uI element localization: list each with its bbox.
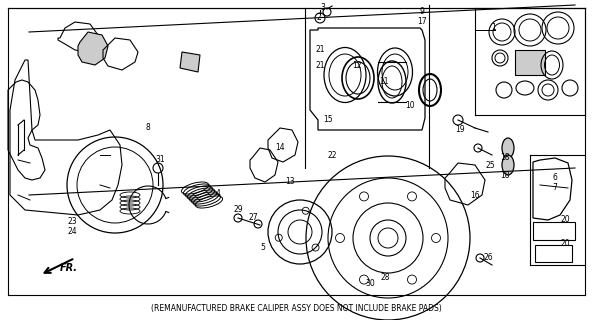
Text: 26: 26	[483, 253, 493, 262]
Text: 13: 13	[285, 178, 295, 187]
Text: 27: 27	[248, 213, 258, 222]
Text: 3: 3	[321, 4, 326, 12]
Text: 29: 29	[233, 205, 243, 214]
Text: 21: 21	[315, 45, 325, 54]
Text: 12: 12	[352, 60, 362, 69]
Text: FR.: FR.	[60, 263, 78, 273]
Text: 18: 18	[500, 171, 510, 180]
Text: 14: 14	[275, 143, 285, 153]
Text: 20: 20	[560, 215, 570, 225]
Text: 9: 9	[420, 7, 425, 17]
Text: 8: 8	[146, 124, 151, 132]
Ellipse shape	[502, 155, 514, 175]
Text: 4: 4	[216, 188, 221, 197]
Ellipse shape	[502, 138, 514, 158]
Text: 25: 25	[485, 161, 495, 170]
Text: (REMANUFACTURED BRAKE CALIPER ASSY DOES NOT INCLUDE BRAKE PADS): (REMANUFACTURED BRAKE CALIPER ASSY DOES …	[151, 303, 442, 313]
Text: 17: 17	[417, 18, 427, 27]
Text: 10: 10	[405, 100, 415, 109]
Text: 6: 6	[553, 173, 557, 182]
Text: 16: 16	[470, 190, 480, 199]
Text: 5: 5	[260, 244, 266, 252]
Text: 21: 21	[315, 60, 325, 69]
Text: 23: 23	[67, 218, 77, 227]
Polygon shape	[78, 32, 108, 65]
Polygon shape	[515, 50, 545, 75]
Text: 1: 1	[492, 23, 496, 33]
Text: 2: 2	[317, 13, 321, 22]
Text: 19: 19	[455, 125, 465, 134]
Text: 28: 28	[380, 274, 390, 283]
Text: 15: 15	[323, 116, 333, 124]
Text: 7: 7	[553, 183, 557, 193]
Text: 30: 30	[365, 278, 375, 287]
Text: 20: 20	[560, 238, 570, 247]
Text: 31: 31	[155, 156, 165, 164]
Polygon shape	[180, 52, 200, 72]
Text: 11: 11	[380, 77, 389, 86]
Text: 24: 24	[67, 228, 77, 236]
Text: 22: 22	[327, 150, 337, 159]
Text: 18: 18	[500, 154, 510, 163]
